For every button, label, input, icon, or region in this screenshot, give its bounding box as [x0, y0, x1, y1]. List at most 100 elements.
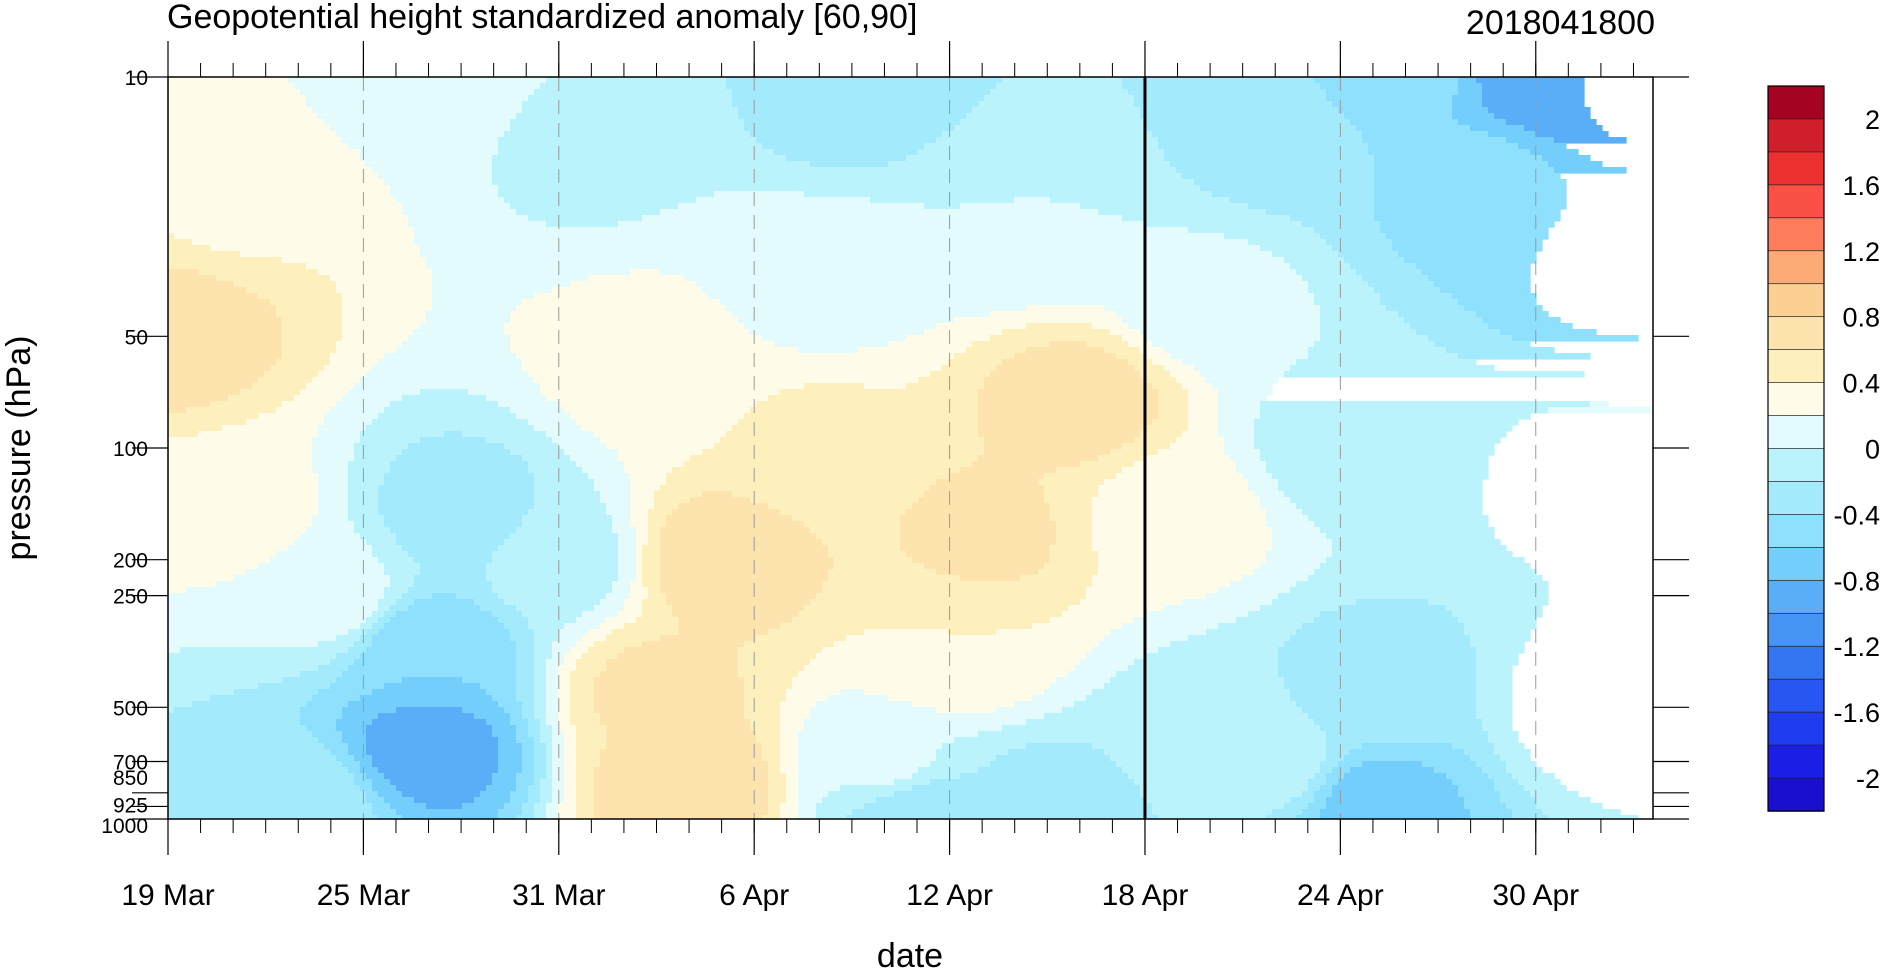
- contour-cell: [168, 635, 337, 642]
- contour-cell: [1446, 605, 1543, 612]
- contour-cell: [330, 275, 433, 282]
- contour-cell: [1140, 431, 1183, 438]
- contour-cell: [1326, 803, 1465, 810]
- contour-cell: [360, 533, 397, 540]
- y-tick-label: 925: [113, 794, 148, 817]
- contour-cell: [1320, 329, 1417, 336]
- contour-cell: [570, 647, 589, 654]
- contour-cell: [408, 443, 505, 450]
- contour-cell: [954, 317, 1123, 324]
- contour-cell: [618, 449, 703, 456]
- contour-cell: [1470, 641, 1525, 648]
- contour-cell: [480, 605, 517, 612]
- contour-cell: [318, 497, 349, 504]
- colorbar-label: 0: [1865, 435, 1880, 465]
- contour-cell: [498, 767, 523, 774]
- contour-cell: [372, 365, 523, 372]
- contour-cell: [534, 629, 559, 636]
- contour-cell: [1296, 269, 1357, 276]
- contour-cell: [768, 797, 787, 804]
- contour-cell: [384, 623, 505, 630]
- contour-cell: [168, 689, 235, 696]
- contour-cell: [1332, 785, 1459, 792]
- contour-cell: [516, 695, 535, 702]
- contour-cell: [432, 593, 457, 600]
- contour-cell: [1260, 455, 1489, 462]
- contour-cell: [1332, 545, 1507, 552]
- contour-cell: [420, 245, 1261, 252]
- contour-cell: [1140, 113, 1345, 120]
- contour-cell: [528, 725, 541, 732]
- contour-cell: [1092, 503, 1261, 510]
- contour-cell: [492, 773, 517, 780]
- contour-cell: [546, 743, 553, 750]
- contour-cell: [1164, 149, 1369, 156]
- contour-cell: [228, 395, 295, 402]
- contour-cell: [606, 503, 631, 510]
- contour-cell: [486, 563, 619, 570]
- contour-cell: [168, 329, 283, 336]
- contour-cell: [1272, 473, 1489, 480]
- contour-cell: [378, 791, 403, 798]
- contour-cell: [168, 593, 385, 600]
- contour-cell: [1074, 665, 1129, 672]
- contour-cell: [168, 575, 235, 582]
- contour-cell: [924, 329, 1003, 336]
- contour-cell: [168, 431, 199, 438]
- contour-cell: [168, 755, 337, 762]
- contour-cell: [936, 707, 997, 714]
- contour-cell: [1314, 797, 1327, 804]
- contour-cell: [912, 557, 1051, 564]
- contour-cell: [804, 605, 1069, 612]
- contour-cell: [300, 533, 361, 540]
- contour-cell: [1314, 569, 1537, 576]
- contour-cell: [312, 437, 361, 444]
- contour-cell: [336, 131, 505, 138]
- contour-cell: [552, 437, 601, 444]
- contour-cell: [354, 659, 517, 666]
- contour-cell: [168, 173, 379, 180]
- contour-cell: [1320, 233, 1387, 240]
- contour-cell: [1104, 749, 1327, 756]
- contour-cell: [168, 659, 331, 666]
- contour-cell: [402, 545, 499, 552]
- contour-cell: [342, 317, 427, 324]
- contour-cell: [798, 731, 979, 738]
- contour-cell: [978, 413, 1159, 420]
- contour-cell: [1068, 605, 1165, 612]
- contour-cell: [522, 365, 943, 372]
- contour-cell: [1092, 647, 1159, 654]
- contour-cell: [510, 347, 799, 354]
- contour-cell: [300, 671, 343, 678]
- contour-cell: [1320, 305, 1387, 312]
- contour-cell: [1110, 677, 1285, 684]
- contour-cell: [414, 239, 1249, 246]
- contour-cell: [630, 473, 667, 480]
- contour-cell: [1152, 809, 1273, 816]
- contour-cell: [594, 683, 745, 690]
- contour-cell: [1050, 509, 1093, 516]
- contour-cell: [1026, 323, 1093, 330]
- contour-cell: [168, 101, 307, 108]
- contour-cell: [384, 593, 403, 600]
- contour-cell: [1326, 95, 1453, 102]
- contour-cell: [618, 569, 637, 576]
- contour-cell: [522, 707, 535, 714]
- contour-cell: [744, 119, 961, 126]
- contour-cell: [1224, 449, 1261, 456]
- contour-cell: [1488, 773, 1513, 780]
- contour-cell: [246, 419, 325, 426]
- contour-cell: [864, 629, 949, 636]
- chart-date-stamp: 2018041800: [1465, 4, 1655, 42]
- contour-cell: [744, 677, 793, 684]
- contour-cell: [750, 719, 781, 726]
- contour-cell: [1278, 653, 1477, 660]
- contour-cell: [552, 755, 565, 762]
- contour-cell: [168, 647, 181, 654]
- contour-cell: [816, 593, 1087, 600]
- contour-cell: [1260, 413, 1531, 420]
- contour-cell: [780, 701, 817, 708]
- contour-cell: [168, 503, 319, 510]
- contour-cell: [378, 497, 535, 504]
- contour-cell: [1302, 509, 1483, 516]
